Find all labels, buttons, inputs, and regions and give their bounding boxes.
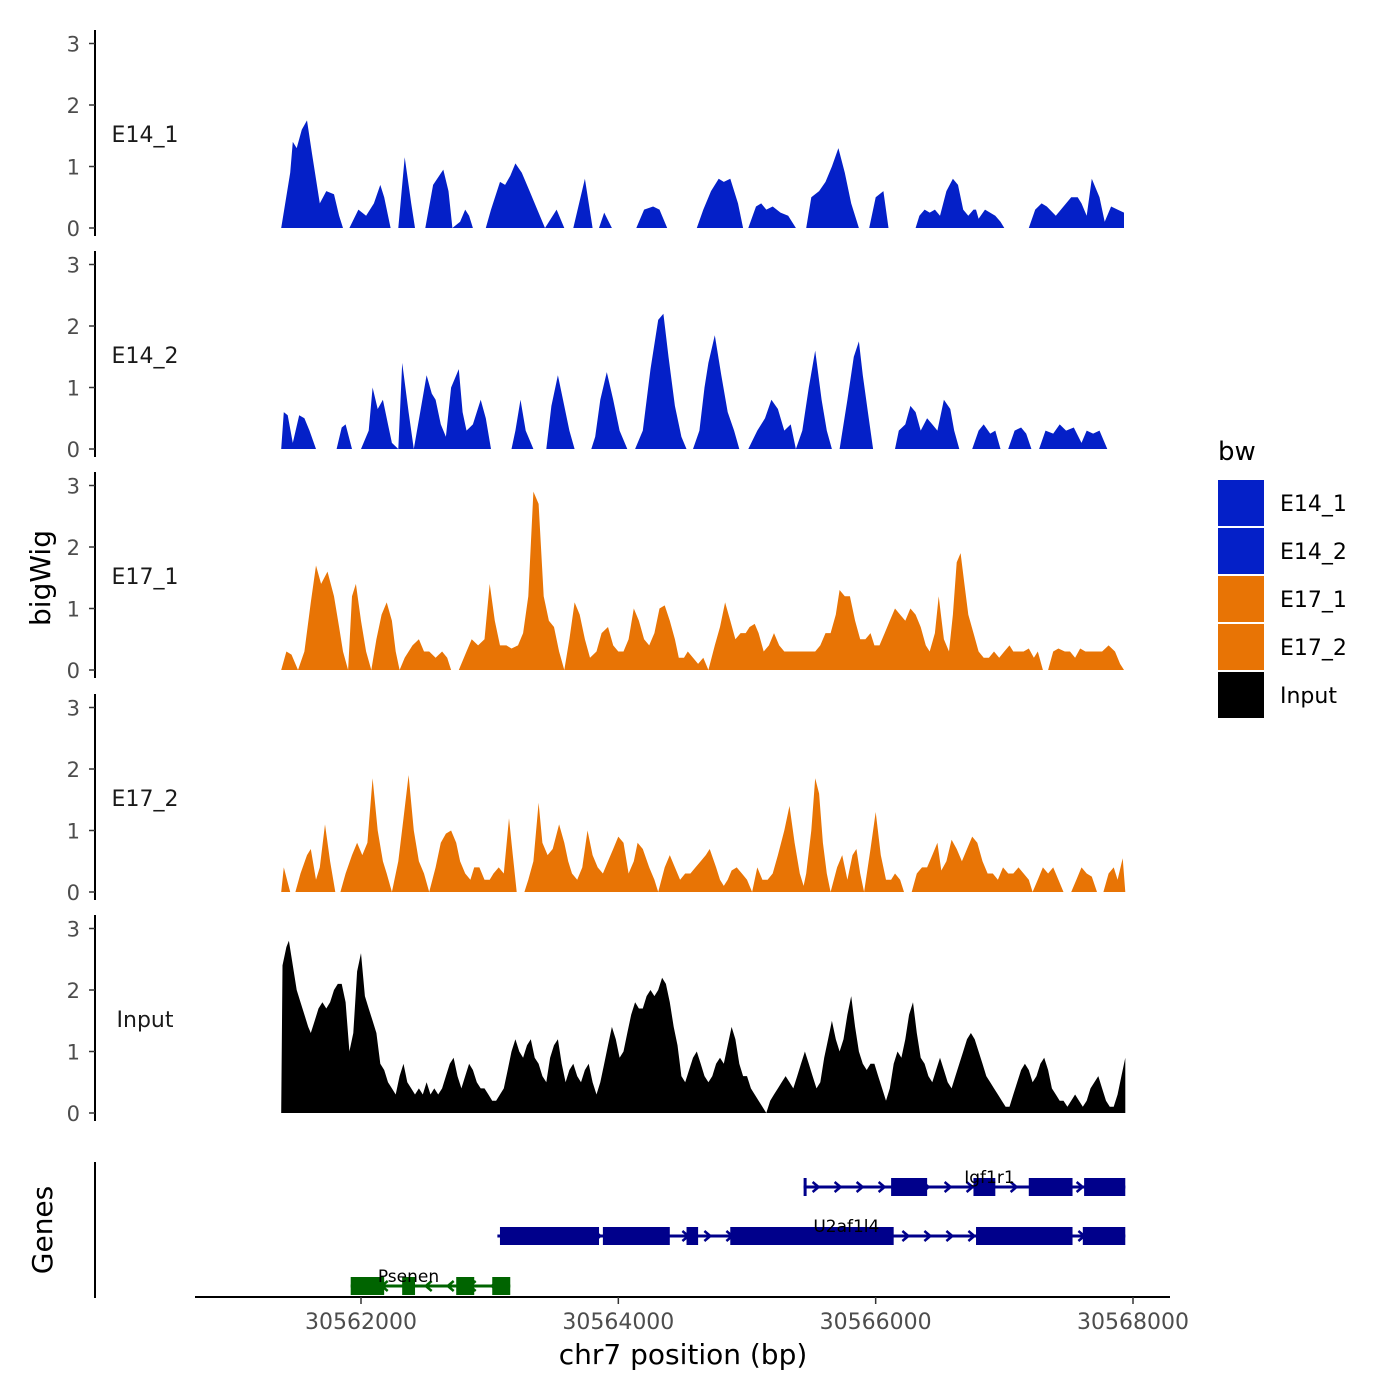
track-E14_2: 0 1 2 3 E14_2: [67, 251, 1108, 462]
strand-arrow: [1075, 1181, 1085, 1193]
exon: [350, 1277, 385, 1295]
legend-label: E17_2: [1280, 636, 1347, 661]
x-tick-label: 30564000: [562, 1310, 674, 1335]
exon: [891, 1178, 928, 1196]
strand-arrow: [923, 1230, 933, 1242]
y-tick-label: 3: [67, 697, 80, 721]
y-tick-label: 1: [67, 1041, 80, 1065]
bigwig-tracks: 0 1 2 3 E14_1 0 1 2 3 E14_2 0 1 2 3 E17_1 0 1 2 3 E17_2 0 1 2 3…: [67, 30, 1126, 1126]
gene-label: Psenen: [378, 1267, 439, 1287]
exon: [402, 1277, 416, 1295]
legend-swatch: [1218, 480, 1264, 526]
track-E17_1: 0 1 2 3 E17_1: [67, 472, 1124, 683]
y-tick-label: 1: [67, 377, 80, 401]
y-tick-label: 0: [67, 438, 80, 462]
exon: [976, 1227, 1073, 1245]
strand-arrow: [901, 1230, 911, 1242]
y-tick-label: 1: [67, 156, 80, 180]
exon: [602, 1227, 670, 1245]
y-tick-label: 3: [67, 918, 80, 942]
exon: [1028, 1178, 1073, 1196]
strand-arrow: [703, 1230, 713, 1242]
coverage-area-E17_1: [281, 491, 1124, 670]
y-tick-label: 3: [67, 33, 80, 57]
x-axis-title: chr7 position (bp): [559, 1338, 808, 1371]
coverage-area-E14_1: [281, 120, 1124, 228]
strand-arrow: [855, 1181, 865, 1193]
track-label: E17_1: [112, 565, 179, 590]
strand-arrow: [811, 1181, 821, 1193]
exon: [973, 1178, 996, 1196]
legend-label: Input: [1280, 684, 1337, 709]
gene-track: Igf1r1 U2af1l4 Psenen: [94, 1162, 1126, 1298]
track-Input: 0 1 2 3 Input: [67, 915, 1126, 1126]
exon: [686, 1227, 699, 1245]
exon: [1084, 1178, 1126, 1196]
legend-label: E14_2: [1280, 540, 1347, 565]
y-tick-label: 0: [67, 217, 80, 241]
x-axis: 30562000 30564000 30566000 30568000: [195, 1296, 1189, 1335]
y-tick-label: 2: [67, 758, 80, 782]
legend-entry-E14_2: E14_2: [1218, 528, 1347, 574]
y-tick-label: 0: [67, 1102, 80, 1126]
y-tick-label: 3: [67, 254, 80, 278]
y-axis-title: bigWig: [24, 530, 57, 626]
legend-swatch: [1218, 624, 1264, 670]
legend-label: E17_1: [1280, 588, 1347, 613]
y-tick-label: 0: [67, 881, 80, 905]
y-tick-label: 2: [67, 94, 80, 118]
legend-entry-Input: Input: [1218, 672, 1337, 718]
gene-Psenen: Psenen: [350, 1267, 511, 1295]
exon: [803, 1178, 807, 1196]
y-tick-label: 1: [67, 820, 80, 844]
y-tick-label: 3: [67, 475, 80, 499]
legend-label: E14_1: [1280, 492, 1347, 517]
gene-label: Igf1r1: [964, 1168, 1014, 1188]
x-tick-label: 30562000: [305, 1310, 417, 1335]
strand-arrow: [945, 1230, 955, 1242]
legend-swatch: [1218, 672, 1264, 718]
coverage-area-E14_2: [281, 313, 1108, 449]
coverage-area-Input: [281, 940, 1126, 1113]
y-tick-label: 2: [67, 315, 80, 339]
track-E17_2: 0 1 2 3 E17_2: [67, 694, 1126, 905]
x-tick-label: 30568000: [1077, 1310, 1189, 1335]
track-label: Input: [117, 1008, 174, 1033]
exon: [456, 1277, 475, 1295]
track-label: E17_2: [112, 787, 179, 812]
legend-entry-E17_1: E17_1: [1218, 576, 1347, 622]
genes-axis-title: Genes: [26, 1186, 59, 1274]
exon: [499, 1227, 600, 1245]
legend-swatch: [1218, 528, 1264, 574]
gene-label: U2af1l4: [813, 1217, 879, 1237]
strand-arrow: [965, 1181, 975, 1193]
strand-arrow: [877, 1181, 887, 1193]
strand-arrow: [445, 1280, 455, 1292]
track-label: E14_2: [112, 344, 179, 369]
y-tick-label: 2: [67, 536, 80, 560]
gene-Igf1r1: Igf1r1: [803, 1168, 1126, 1196]
x-tick-label: 30566000: [820, 1310, 932, 1335]
legend-entry-E14_1: E14_1: [1218, 480, 1347, 526]
legend-entry-E17_2: E17_2: [1218, 624, 1347, 670]
track-label: E14_1: [112, 123, 179, 148]
y-tick-label: 2: [67, 979, 80, 1003]
strand-arrow: [833, 1181, 843, 1193]
strand-arrow: [423, 1280, 433, 1292]
legend: bw E14_1 E14_2 E17_1 E17_2 Input: [1218, 437, 1347, 718]
gene-U2af1l4: U2af1l4: [497, 1217, 1126, 1245]
track-E14_1: 0 1 2 3 E14_1: [67, 30, 1124, 241]
coverage-area-E17_2: [281, 775, 1126, 892]
exon: [492, 1277, 511, 1295]
y-tick-label: 0: [67, 659, 80, 683]
strand-arrow: [1009, 1181, 1019, 1193]
y-tick-label: 1: [67, 598, 80, 622]
strand-arrow: [943, 1181, 953, 1193]
exon: [1082, 1227, 1126, 1245]
exon: [730, 1227, 894, 1245]
legend-title: bw: [1218, 437, 1256, 467]
legend-swatch: [1218, 576, 1264, 622]
strand-arrow: [967, 1230, 977, 1242]
